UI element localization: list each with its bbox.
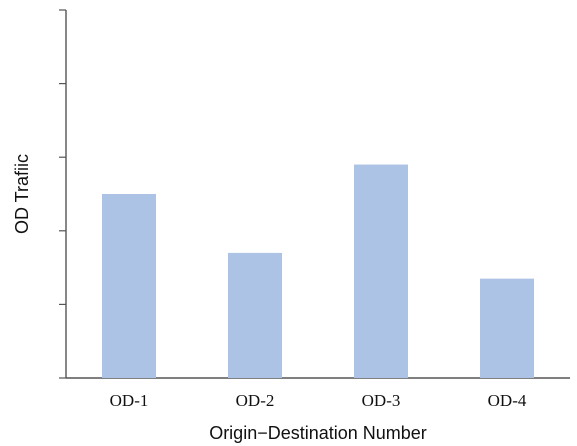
bar-od-2 [228,252,282,378]
x-tick-label: OD-4 [488,391,527,410]
y-axis-ticks [59,9,66,379]
bar-od-1 [102,194,156,378]
plot-area: OD-1 OD-2 OD-3 OD-4 [59,9,570,410]
bar-od-4 [480,278,534,378]
x-tick-label: OD-2 [236,391,275,410]
x-tick-label: OD-1 [110,391,149,410]
x-axis-title: Origin−Destination Number [209,423,427,443]
bar-od-3 [354,164,408,378]
bars [102,164,534,378]
x-tick-label: OD-3 [362,391,401,410]
y-axis-title: OD Trafiic [12,154,32,234]
x-tick-labels: OD-1 OD-2 OD-3 OD-4 [110,391,527,410]
